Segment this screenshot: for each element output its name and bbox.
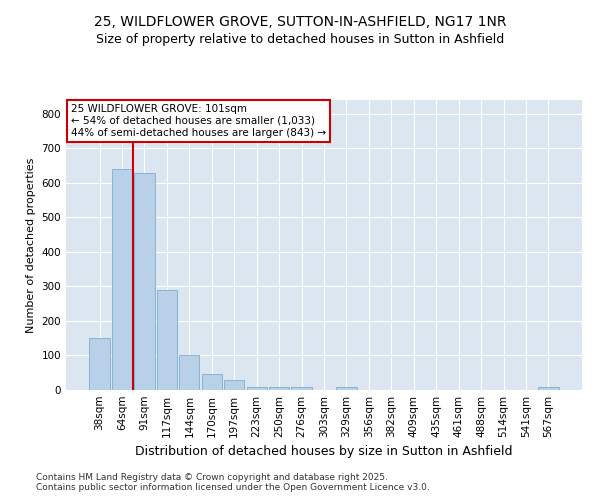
Bar [134,172,155,390]
Bar [89,338,110,390]
Text: 25 WILDFLOWER GROVE: 101sqm
← 54% of detached houses are smaller (1,033)
44% of : 25 WILDFLOWER GROVE: 101sqm ← 54% of det… [71,104,326,138]
Y-axis label: Number of detached properties: Number of detached properties [26,158,36,332]
Bar [202,374,222,390]
Bar [179,356,199,390]
Bar [157,290,177,390]
Bar [538,386,559,390]
Bar [247,386,267,390]
Bar [337,386,356,390]
Bar [292,386,311,390]
Bar [224,380,244,390]
X-axis label: Distribution of detached houses by size in Sutton in Ashfield: Distribution of detached houses by size … [135,446,513,458]
Bar [112,169,132,390]
Bar [269,386,289,390]
Text: Contains HM Land Registry data © Crown copyright and database right 2025.
Contai: Contains HM Land Registry data © Crown c… [36,473,430,492]
Text: Size of property relative to detached houses in Sutton in Ashfield: Size of property relative to detached ho… [96,32,504,46]
Text: 25, WILDFLOWER GROVE, SUTTON-IN-ASHFIELD, NG17 1NR: 25, WILDFLOWER GROVE, SUTTON-IN-ASHFIELD… [94,15,506,29]
